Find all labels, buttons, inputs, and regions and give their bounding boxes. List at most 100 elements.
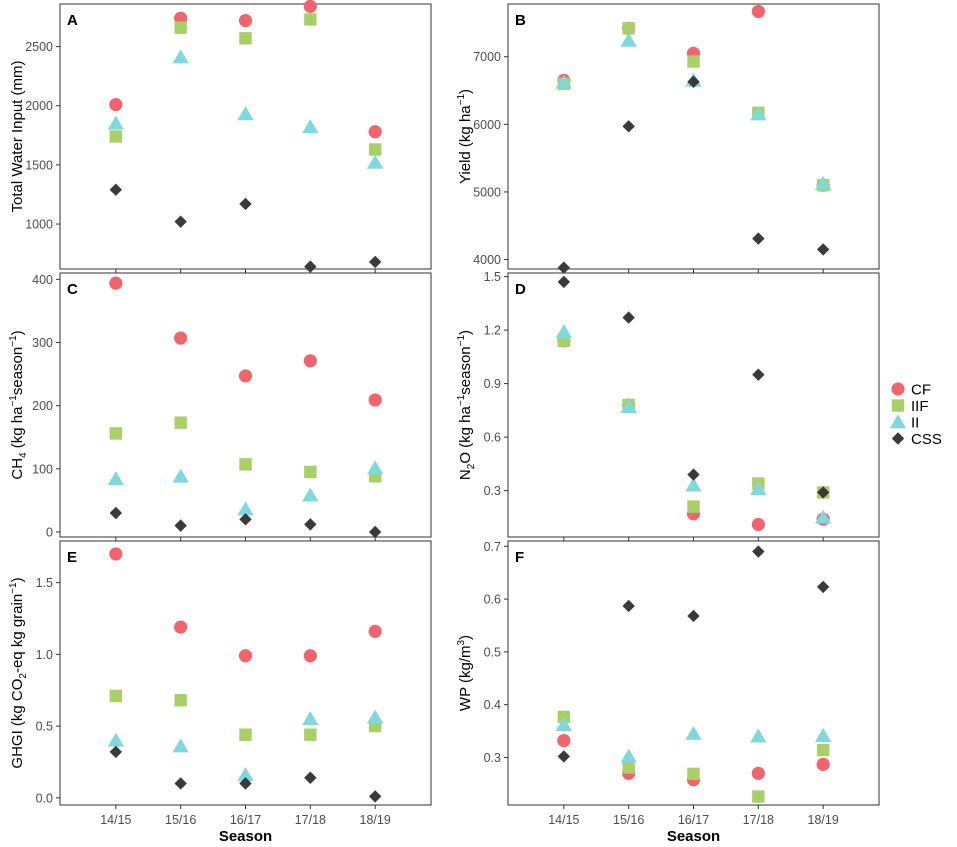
- panel-tag: D: [515, 281, 526, 298]
- point-cf: [174, 620, 188, 634]
- point-iif: [687, 55, 700, 68]
- x-tick-label: 16/17: [230, 813, 261, 827]
- y-tick-label: 1.5: [484, 270, 501, 284]
- y-axis-title: N2​O (kg ha−1​season−1​): [456, 330, 477, 480]
- point-cf: [238, 13, 253, 28]
- y-tick-label: 0.5: [484, 645, 501, 659]
- point-ii: [107, 471, 125, 486]
- point-css: [368, 790, 382, 803]
- point-css: [622, 311, 635, 324]
- panel-f: F 0.3 0.4 0.5 0.6 0.7 14/15 15/16 16/17 17/18 18/1…: [456, 540, 880, 845]
- point-iif: [174, 21, 187, 34]
- point-css: [174, 519, 187, 532]
- point-ii: [814, 176, 832, 191]
- point-ii: [172, 49, 189, 64]
- point-cf: [238, 369, 253, 383]
- point-css: [368, 525, 382, 539]
- panel-a: A 1000 1500 2000 2500 Total Water Input (mm): [9, 0, 432, 273]
- point-css: [752, 368, 765, 381]
- point-css: [816, 486, 830, 499]
- legend-label-css: CSS: [911, 431, 942, 448]
- point-css: [622, 599, 635, 613]
- point-css: [752, 545, 765, 558]
- legend-key-css: [891, 432, 905, 445]
- point-cf: [303, 354, 317, 368]
- point-ii: [750, 481, 767, 496]
- x-tick-label: 17/18: [295, 813, 326, 827]
- point-ii: [814, 728, 832, 743]
- point-css: [239, 197, 252, 211]
- y-tick-label: 0.0: [36, 791, 53, 805]
- y-tick-label: 2000: [25, 99, 53, 113]
- y-tick-label: 6000: [473, 118, 501, 132]
- point-ii: [366, 460, 384, 475]
- x-axis-title: Season: [667, 828, 720, 845]
- point-iif: [239, 728, 252, 741]
- y-axis-title: GHGI (kg CO2​-eq kg grain−1​): [8, 577, 29, 768]
- point-cf: [174, 331, 188, 345]
- y-tick-label: 0.6: [484, 431, 501, 445]
- point-iif: [816, 743, 830, 757]
- y-axis-title: CH4​ (kg ha−1​season−1​): [8, 330, 29, 479]
- point-ii: [107, 115, 125, 130]
- panel-tag: F: [515, 549, 524, 566]
- point-css: [239, 777, 252, 790]
- point-iif: [239, 32, 252, 45]
- point-iif: [622, 22, 635, 35]
- point-ii: [237, 501, 254, 516]
- point-ii: [237, 767, 254, 782]
- point-ii: [620, 32, 637, 47]
- panel-frame: [507, 540, 880, 806]
- point-css: [109, 506, 123, 520]
- point-iif: [622, 761, 635, 774]
- panel-frame: [507, 3, 880, 270]
- point-css: [622, 120, 635, 133]
- x-tick-label: 14/15: [548, 813, 579, 827]
- y-tick-label: 0.3: [484, 484, 501, 498]
- point-css: [109, 183, 123, 196]
- point-iif: [239, 458, 252, 471]
- point-cf: [238, 649, 253, 663]
- y-tick-label: 7000: [473, 50, 501, 64]
- point-iif: [368, 143, 382, 156]
- point-ii: [685, 477, 702, 492]
- point-css: [174, 777, 187, 790]
- y-tick-label: 1500: [25, 158, 53, 172]
- panel-e: E 0.0 0.5 1.0 1.5 14/15 15/16 16/17 17/18 18/19 GH…: [8, 540, 432, 845]
- point-iif: [752, 790, 765, 803]
- x-tick-label: 18/19: [360, 813, 391, 827]
- point-ii: [750, 106, 767, 121]
- legend-key-iif: [891, 399, 905, 412]
- point-ii: [172, 738, 189, 753]
- point-iif: [304, 465, 317, 479]
- point-ii: [302, 119, 319, 134]
- point-cf: [303, 649, 317, 663]
- point-cf: [368, 393, 382, 407]
- y-axis-title: Yield (kg ha−1​): [456, 89, 474, 184]
- y-tick-label: 0.4: [484, 698, 501, 712]
- panel-tag: C: [67, 281, 78, 298]
- point-cf: [109, 276, 123, 290]
- point-css: [557, 261, 571, 274]
- y-tick-label: 0.7: [484, 540, 501, 554]
- point-cf: [557, 733, 571, 748]
- point-css: [174, 215, 187, 228]
- point-ii: [620, 398, 637, 413]
- point-cf: [816, 757, 830, 771]
- panel-tag: B: [515, 12, 526, 29]
- point-css: [687, 609, 700, 623]
- y-tick-label: 200: [32, 399, 53, 413]
- y-tick-label: 1.5: [36, 576, 53, 590]
- y-tick-label: 2500: [25, 40, 53, 54]
- point-iif: [109, 427, 123, 440]
- point-ii: [620, 748, 637, 763]
- x-tick-label: 17/18: [743, 813, 774, 827]
- point-ii: [555, 74, 573, 89]
- point-ii: [814, 509, 832, 524]
- point-cf: [751, 4, 765, 19]
- point-css: [304, 260, 317, 273]
- point-ii: [366, 154, 384, 169]
- x-tick-label: 18/19: [808, 813, 839, 827]
- point-css: [816, 580, 830, 594]
